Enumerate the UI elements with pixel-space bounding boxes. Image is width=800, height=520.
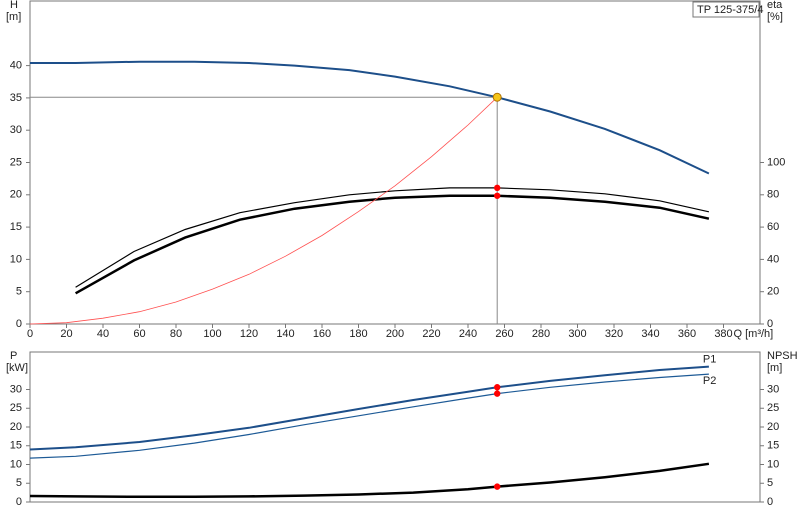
plot-frame (29, 351, 761, 503)
y-tick-label: 0 (16, 496, 22, 508)
x-tick-label: 280 (532, 328, 550, 340)
x-tick-label: 20 (60, 328, 72, 340)
y2-tick-label: 5 (767, 477, 773, 489)
curve (29, 462, 710, 499)
y-tick-label: 25 (10, 402, 22, 414)
x-tick-label: 140 (276, 328, 294, 340)
x-tick-label: 320 (605, 328, 623, 340)
y-tick-label: 15 (10, 221, 22, 233)
y2-tick-label: 0 (767, 496, 773, 508)
x-tick-label: 260 (495, 328, 513, 340)
y-tick-label: 40 (10, 60, 22, 72)
y-axis-unit: [m] (6, 11, 21, 23)
x-tick-label: 40 (97, 328, 109, 340)
y-tick-label: 25 (10, 156, 22, 168)
y-tick-label: 35 (10, 92, 22, 104)
x-tick-label: 340 (641, 328, 659, 340)
y2-tick-label: 40 (767, 253, 779, 265)
y-tick-label: 0 (16, 318, 22, 330)
y-tick-label: 20 (10, 189, 22, 201)
curve (30, 60, 710, 175)
x-tick-label: 200 (386, 328, 404, 340)
y-tick-label: 10 (10, 253, 22, 265)
x-tick-label: 100 (203, 328, 221, 340)
x-tick-label: 240 (459, 328, 477, 340)
curve (75, 187, 710, 288)
x-tick-label: 180 (349, 328, 367, 340)
operating-point (494, 384, 501, 391)
curve (74, 194, 710, 295)
y2-tick-label: 20 (767, 286, 779, 298)
y-tick-label: 30 (10, 383, 22, 395)
y-tick-label: 5 (16, 286, 22, 298)
x-axis-label: Q [m³/h] (734, 328, 774, 340)
y-tick-label: 30 (10, 124, 22, 136)
y-tick-label: 10 (10, 458, 22, 470)
x-tick-label: 160 (313, 328, 331, 340)
x-tick-label: 380 (714, 328, 732, 340)
x-tick-label: 120 (240, 328, 258, 340)
y2-tick-label: 100 (767, 156, 785, 168)
curve (29, 97, 498, 325)
x-tick-label: 80 (170, 328, 182, 340)
series-label: P1 (703, 354, 716, 366)
y2-tick-label: 60 (767, 221, 779, 233)
y2-tick-label: 10 (767, 458, 779, 470)
y2-axis-label: NPSH (767, 350, 798, 362)
curve (29, 373, 709, 459)
operating-point (492, 92, 502, 102)
y-tick-label: 5 (16, 477, 22, 489)
y2-tick-label: 15 (767, 440, 779, 452)
y2-axis-label: eta (767, 0, 783, 11)
y-tick-label: 15 (10, 440, 22, 452)
y2-tick-label: 30 (767, 383, 779, 395)
annotation: TP 125-375/4 (697, 4, 763, 16)
y-axis-label: P (10, 350, 17, 362)
y2-axis-unit: [m] (767, 362, 782, 374)
y2-axis-unit: [%] (767, 11, 783, 23)
y-axis-unit: [kW] (6, 362, 28, 374)
operating-point (494, 192, 501, 199)
x-tick-label: 60 (133, 328, 145, 340)
y-tick-label: 20 (10, 421, 22, 433)
x-tick-label: 360 (678, 328, 696, 340)
annotation-box (692, 1, 760, 18)
series-label: P2 (703, 375, 716, 387)
x-tick-label: 220 (422, 328, 440, 340)
operating-point (494, 390, 501, 397)
x-tick-label: 300 (568, 328, 586, 340)
y-axis-label: H (10, 0, 18, 11)
x-tick-label: 0 (27, 328, 33, 340)
operating-point (494, 483, 501, 490)
y2-tick-label: 80 (767, 189, 779, 201)
y2-tick-label: 0 (767, 318, 773, 330)
curve (29, 365, 709, 451)
y2-tick-label: 20 (767, 421, 779, 433)
operating-point (494, 184, 501, 192)
plot-frame (29, 0, 761, 325)
y2-tick-label: 25 (767, 402, 779, 414)
